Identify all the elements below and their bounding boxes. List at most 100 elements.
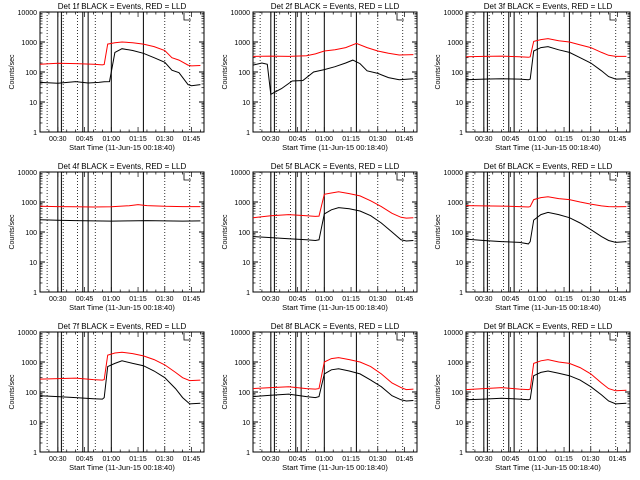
series-line-events (252, 59, 414, 96)
chart-panel-7: Det 7f BLACK = Events, RED = LLD 1 10 100 10… (9, 322, 205, 472)
corner-bracket (396, 333, 404, 341)
x-tick-label: 01:45 (396, 136, 414, 143)
chart-panel-2: Det 2f BLACK = Events, RED = LLD 1 10 100 10… (222, 2, 418, 152)
series-line-lld (39, 204, 201, 208)
x-axis-label: Start Time (11-Jun-15 00:18:40) (282, 143, 388, 152)
y-tick-label: 1 (459, 450, 463, 457)
x-tick-label: 01:30 (156, 136, 174, 143)
y-tick-label: 1000 (234, 40, 250, 47)
x-tick-label: 01:15 (129, 296, 147, 303)
series-line-events (252, 368, 414, 402)
y-axis-label: Counts/sec (9, 214, 16, 250)
series-line-lld (465, 196, 627, 208)
x-tick-label: 01:15 (555, 456, 573, 463)
x-tick-label: 01:00 (316, 136, 334, 143)
x-tick-label: 00:45 (76, 456, 94, 463)
x-tick-label: 01:15 (342, 136, 360, 143)
y-tick-label: 10000 (231, 330, 251, 337)
y-tick-label: 10000 (18, 330, 38, 337)
x-axis-label: Start Time (11-Jun-15 00:18:40) (282, 463, 388, 472)
y-tick-label: 100 (25, 70, 37, 77)
series-line-events (39, 219, 201, 222)
y-tick-label: 10000 (18, 10, 38, 17)
plot-frame (465, 11, 631, 133)
x-tick-label: 01:30 (369, 296, 387, 303)
chart-title: Det 8f BLACK = Events, RED = LLD (271, 322, 400, 331)
y-tick-label: 10000 (444, 10, 464, 17)
x-tick-label: 01:00 (316, 456, 334, 463)
x-axis-label: Start Time (11-Jun-15 00:18:40) (69, 303, 175, 312)
y-tick-label: 10 (29, 100, 37, 107)
y-tick-label: 1000 (447, 200, 463, 207)
plot-frame (39, 171, 205, 293)
x-axis-label: Start Time (11-Jun-15 00:18:40) (495, 463, 601, 472)
y-tick-label: 100 (25, 230, 37, 237)
y-tick-label: 1 (246, 290, 250, 297)
series-line-events (39, 360, 201, 405)
chart-panel-4: Det 4f BLACK = Events, RED = LLD 1 10 100 10… (9, 162, 205, 312)
series-line-events (252, 207, 414, 242)
y-tick-label: 1 (246, 130, 250, 137)
corner-bracket (183, 173, 191, 181)
chart-panel-5: Det 5f BLACK = Events, RED = LLD 1 10 100 10… (222, 162, 418, 312)
y-tick-label: 1 (33, 130, 37, 137)
chart-panel-3: Det 3f BLACK = Events, RED = LLD 1 10 100 10… (435, 2, 631, 152)
x-tick-label: 00:45 (289, 456, 307, 463)
x-tick-label: 00:30 (475, 296, 493, 303)
y-axis-label: Counts/sec (435, 374, 442, 410)
x-tick-label: 01:30 (582, 296, 600, 303)
plot-frame (252, 331, 418, 453)
corner-bracket (183, 13, 191, 21)
corner-bracket (609, 333, 617, 341)
y-axis-label: Counts/sec (222, 374, 229, 410)
y-tick-label: 10000 (231, 170, 251, 177)
x-tick-label: 01:45 (609, 136, 627, 143)
y-tick-label: 10 (455, 100, 463, 107)
series-line-events (465, 370, 627, 405)
x-tick-label: 01:15 (555, 136, 573, 143)
x-tick-label: 01:45 (183, 136, 201, 143)
x-axis-label: Start Time (11-Jun-15 00:18:40) (495, 303, 601, 312)
y-tick-label: 10 (455, 260, 463, 267)
corner-bracket (396, 173, 404, 181)
corner-bracket (396, 13, 404, 21)
chart-title: Det 4f BLACK = Events, RED = LLD (58, 162, 187, 171)
y-axis-label: Counts/sec (222, 54, 229, 90)
series-line-lld (465, 359, 627, 392)
chart-title: Det 2f BLACK = Events, RED = LLD (271, 2, 400, 11)
y-tick-label: 100 (451, 390, 463, 397)
chart-title: Det 9f BLACK = Events, RED = LLD (484, 322, 613, 331)
plot-frame (465, 331, 631, 453)
y-axis-label: Counts/sec (435, 54, 442, 90)
y-tick-label: 100 (238, 390, 250, 397)
x-tick-label: 01:30 (369, 456, 387, 463)
x-tick-label: 01:15 (555, 296, 573, 303)
y-axis-label: Counts/sec (9, 54, 16, 90)
y-tick-label: 10 (242, 420, 250, 427)
chart-title: Det 3f BLACK = Events, RED = LLD (484, 2, 613, 11)
x-tick-label: 01:45 (609, 456, 627, 463)
x-tick-label: 01:00 (529, 136, 547, 143)
y-tick-label: 1000 (234, 200, 250, 207)
plot-frame (465, 171, 631, 293)
series-line-lld (252, 357, 414, 391)
y-tick-label: 1 (459, 130, 463, 137)
series-line-events (39, 48, 201, 87)
x-tick-label: 00:30 (49, 296, 67, 303)
chart-panel-8: Det 8f BLACK = Events, RED = LLD 1 10 100 10… (222, 322, 418, 472)
series-line-events (465, 46, 627, 81)
x-tick-label: 00:45 (289, 136, 307, 143)
x-tick-label: 00:45 (502, 456, 520, 463)
corner-bracket (183, 333, 191, 341)
y-tick-label: 100 (238, 230, 250, 237)
x-tick-label: 01:15 (129, 456, 147, 463)
x-tick-label: 01:30 (369, 136, 387, 143)
y-tick-label: 1000 (447, 360, 463, 367)
y-tick-label: 1000 (21, 40, 37, 47)
x-axis-label: Start Time (11-Jun-15 00:18:40) (69, 143, 175, 152)
chart-panel-9: Det 9f BLACK = Events, RED = LLD 1 10 100 10… (435, 322, 631, 472)
x-tick-label: 01:45 (609, 296, 627, 303)
x-tick-label: 00:45 (502, 136, 520, 143)
series-line-lld (252, 191, 414, 219)
x-tick-label: 00:30 (262, 456, 280, 463)
